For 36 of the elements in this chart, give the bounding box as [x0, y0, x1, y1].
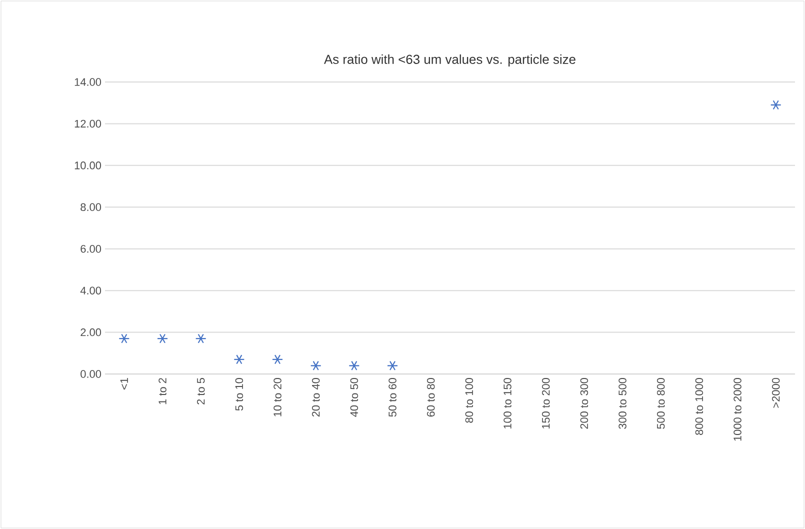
- x-tick-label: 80 to 100: [465, 378, 474, 423]
- point: [348, 360, 360, 371]
- x-tick-label: 5 to 10: [235, 378, 244, 411]
- x-tick-label: 60 to 80: [426, 378, 435, 417]
- point: [118, 334, 130, 344]
- x-tick-label: 150 to 200: [542, 378, 550, 428]
- x-tick-label: >2000: [772, 378, 780, 408]
- x-tick-label: 10 to 20: [274, 378, 282, 416]
- y-tick-label: 4.00: [80, 286, 102, 294]
- y-tick-label: 0.00: [80, 370, 102, 378]
- x-tick-label: 200 to 300: [580, 378, 588, 429]
- x-tick-label: 1 to 2: [158, 378, 166, 404]
- x-tick-label: 50 to 60: [388, 378, 396, 417]
- x-tick-label: 20 to 40: [312, 378, 320, 417]
- y-tick-label: 12.00: [74, 120, 102, 128]
- x-tick-label: 100 to 150: [504, 378, 512, 428]
- point: [272, 354, 284, 364]
- point: [770, 100, 782, 110]
- y-tick-label: 8.00: [80, 203, 102, 212]
- point: [234, 354, 245, 364]
- x-tick-label: 800 to 1000: [695, 378, 704, 435]
- point: [386, 360, 398, 371]
- x-tick-label: 2 to 5: [196, 378, 205, 404]
- point: [156, 334, 168, 344]
- x-tick-label: 300 to 500: [618, 378, 626, 429]
- y-tick-label: 14.00: [74, 78, 102, 86]
- point: [195, 334, 206, 344]
- y-tick-label: 2.00: [80, 328, 102, 336]
- x-tick-label: 1000 to 2000: [734, 378, 742, 441]
- x-tick-label: 40 to 50: [350, 378, 358, 417]
- chart-title: As ratio with <63 um values vs. particle size: [324, 54, 576, 66]
- x-tick-label: <1: [120, 378, 128, 390]
- x-tick-label: 500 to 800: [656, 378, 665, 429]
- y-tick-label: 10.00: [74, 162, 102, 170]
- point: [310, 360, 322, 371]
- y-tick-label: 6.00: [80, 244, 102, 253]
